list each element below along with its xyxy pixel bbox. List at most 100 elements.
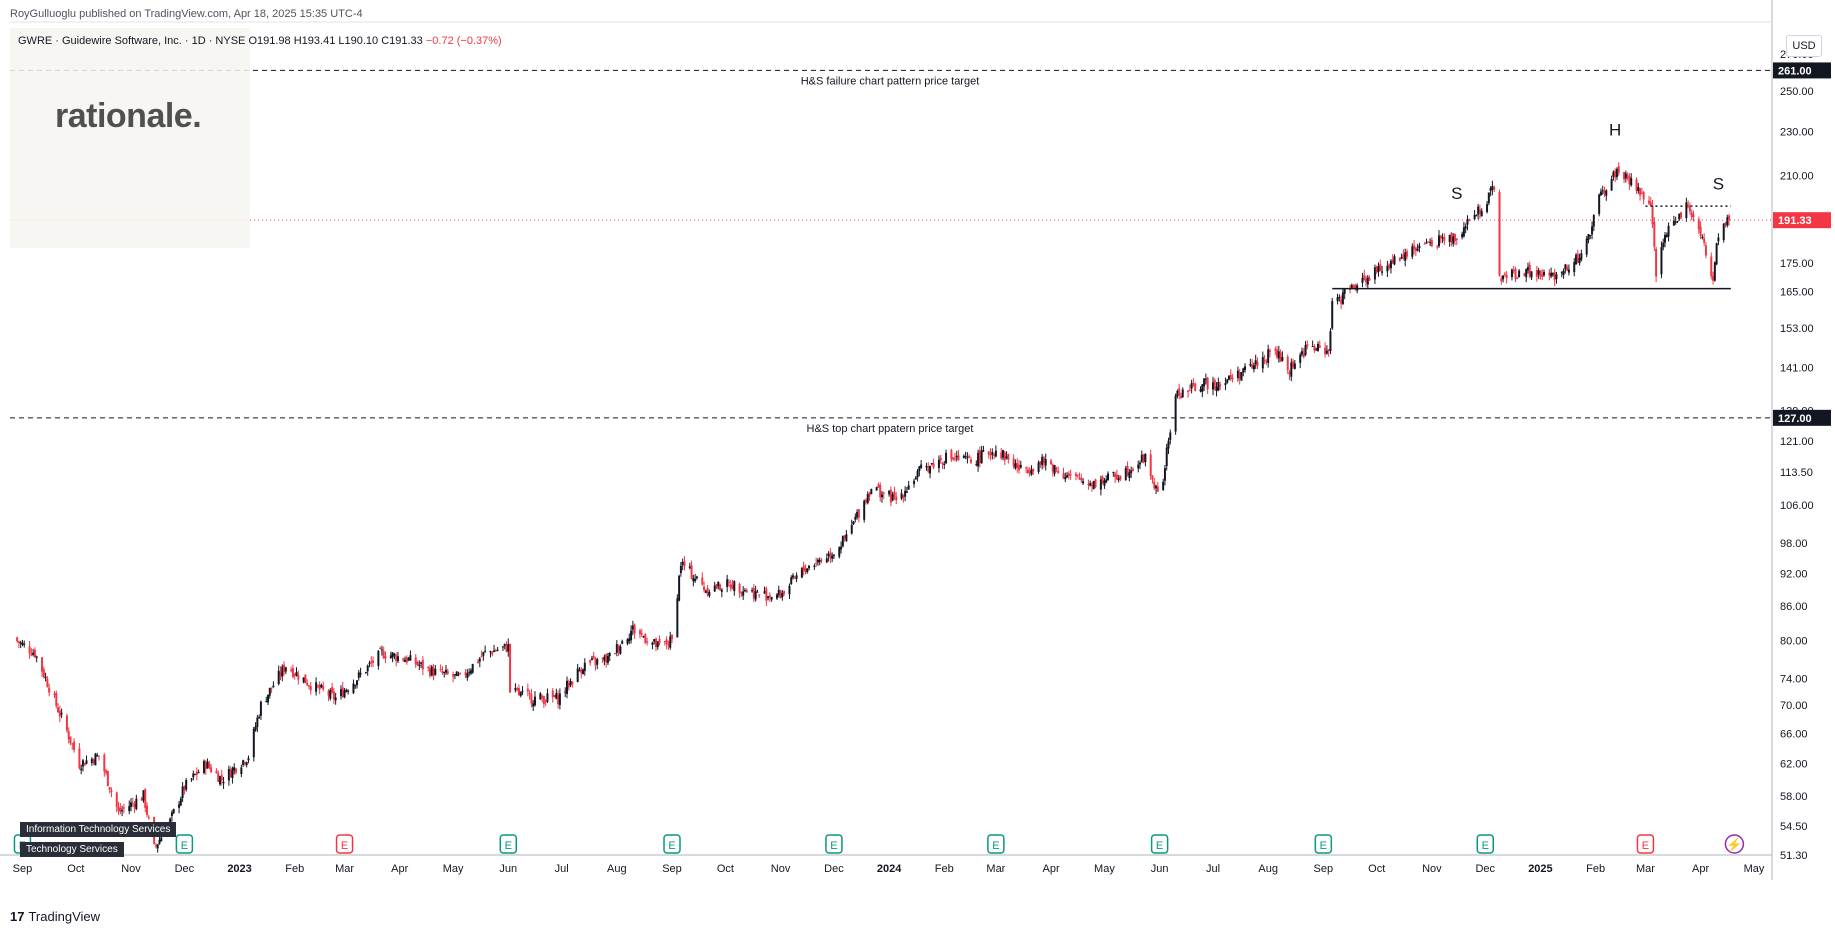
candle-body: [902, 495, 905, 498]
candle-body: [341, 687, 344, 698]
candle-body: [1174, 395, 1177, 432]
candle-body: [1487, 192, 1490, 204]
candle-body: [1130, 470, 1133, 474]
candle-body: [564, 691, 567, 693]
candle-body: [1057, 470, 1060, 474]
symbol-legend[interactable]: GWRE · Guidewire Software, Inc. · 1D · N…: [18, 35, 502, 47]
candle-body: [1510, 269, 1513, 278]
candle-body: [281, 666, 284, 677]
high-value: H193.41: [293, 35, 336, 47]
candle-body: [1624, 173, 1627, 179]
candle-body: [1340, 299, 1343, 304]
candle-body: [1423, 243, 1426, 245]
candle-body: [119, 808, 122, 812]
candle-body: [1486, 203, 1489, 212]
candle-body: [135, 798, 138, 810]
tradingview-brand[interactable]: 17 TradingView: [10, 909, 100, 924]
candle-body: [122, 807, 125, 809]
price-level-label: H&S failure chart pattern price target: [801, 75, 980, 87]
candle-body: [1229, 374, 1232, 380]
candle-body: [185, 779, 188, 790]
candle-body: [555, 693, 558, 699]
price-tick-label: 210.00: [1780, 170, 1814, 182]
candle-body: [242, 760, 245, 765]
candle-body: [945, 452, 948, 464]
candle-body: [1526, 267, 1529, 271]
candle-body: [291, 668, 294, 677]
industry-tag[interactable]: Technology Services: [20, 842, 124, 857]
time-tick-label: May: [443, 863, 464, 875]
candle-body: [227, 768, 230, 781]
earnings-event-glyph: E: [1320, 840, 1327, 852]
candle-body: [1514, 268, 1517, 279]
candle-body: [767, 596, 770, 599]
candle-body: [1025, 467, 1028, 469]
candle-body: [208, 763, 211, 768]
candle-body: [1119, 475, 1122, 480]
candle-body: [1712, 275, 1715, 281]
candle-body: [1062, 473, 1065, 479]
candle-body: [1512, 269, 1515, 271]
candle-body: [304, 674, 307, 684]
candle-body: [656, 641, 659, 648]
candle-body: [1703, 238, 1706, 243]
sector-tag[interactable]: Information Technology Services: [20, 822, 177, 837]
candle-body: [831, 555, 834, 559]
candle-body: [1115, 474, 1118, 480]
candle-body: [1687, 204, 1690, 207]
time-tick-label: Feb: [935, 863, 954, 875]
candle-body: [1685, 202, 1688, 218]
candle-body: [751, 589, 754, 592]
candle-body: [115, 792, 118, 807]
candle-body: [81, 760, 84, 767]
candle-body: [1254, 360, 1257, 365]
candle-body: [1153, 481, 1156, 489]
candle-body: [1012, 458, 1015, 467]
candle-body: [1240, 371, 1243, 381]
time-tick-label: Oct: [1368, 863, 1385, 875]
candle-body: [825, 558, 828, 563]
earnings-event-glyph: E: [992, 840, 999, 852]
price-tick-label: 106.00: [1780, 500, 1814, 512]
candle-body: [46, 678, 49, 688]
candle-body: [169, 818, 172, 824]
candle-body: [1053, 465, 1056, 474]
candle-body: [1589, 235, 1592, 237]
candle-body: [838, 547, 841, 557]
candle-body: [576, 668, 579, 682]
price-badge: [1773, 212, 1831, 229]
candle-body: [179, 798, 182, 806]
candle-body: [694, 578, 697, 582]
candle-body: [1660, 247, 1663, 275]
close-value: C191.33: [381, 35, 423, 47]
price-tick-label: 175.00: [1780, 258, 1814, 270]
candle-body: [58, 710, 61, 717]
candle-body: [1131, 468, 1134, 472]
candle-body: [1076, 474, 1079, 476]
candle-body: [1274, 349, 1277, 351]
time-tick-label: May: [1744, 863, 1765, 875]
candle-body: [1429, 242, 1432, 244]
candle-body: [272, 685, 275, 688]
candle-body: [297, 674, 300, 680]
candle-body: [920, 464, 923, 468]
pattern-annotation: S: [1713, 174, 1724, 193]
candle-body: [864, 499, 867, 502]
candle-body: [745, 589, 748, 593]
candle-body: [1418, 245, 1421, 249]
candle-body: [110, 790, 113, 793]
candle-body: [1213, 379, 1216, 389]
candle-body: [1105, 479, 1108, 483]
currency-button[interactable]: USD: [1786, 35, 1822, 57]
candle-body: [316, 685, 319, 687]
candle-body: [1163, 468, 1166, 481]
candle-body: [1299, 354, 1302, 363]
candle-body: [1535, 269, 1538, 277]
candle-body: [868, 493, 871, 497]
candle-body: [307, 685, 310, 687]
candle-body: [1178, 388, 1181, 396]
candle-body: [501, 646, 504, 648]
candle-body: [146, 805, 149, 816]
candle-body: [391, 652, 394, 658]
